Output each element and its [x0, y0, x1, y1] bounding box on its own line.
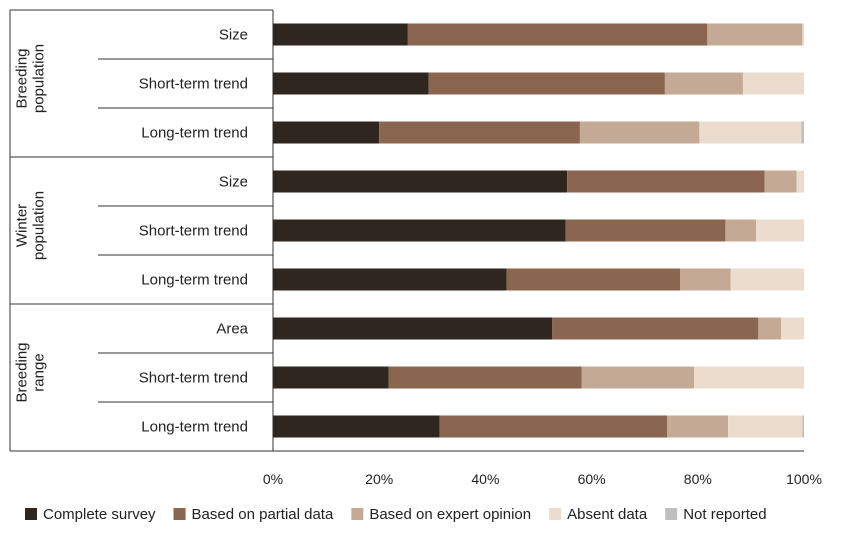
legend-label: Complete survey: [43, 506, 156, 523]
bar-segment: [273, 72, 429, 95]
legend-label: Not reported: [683, 506, 766, 523]
bar-segment: [273, 366, 389, 389]
row-label: Short-term trend: [139, 76, 248, 93]
bar-segment: [552, 317, 759, 340]
group-label: Winter: [14, 204, 31, 247]
legend-swatch: [665, 508, 678, 520]
bar-segment: [273, 121, 380, 144]
x-tick-label: 20%: [365, 471, 393, 487]
bar-segment: [273, 317, 553, 340]
row-label: Short-term trend: [139, 223, 248, 240]
bar-segment: [730, 268, 804, 291]
bar-segment: [742, 72, 804, 95]
legend-label: Based on expert opinion: [369, 506, 531, 523]
legend-swatch: [25, 508, 37, 520]
x-tick-label: 40%: [471, 471, 499, 487]
bar-segment: [667, 415, 729, 438]
bar-segment: [428, 72, 665, 95]
row-label: Area: [216, 321, 248, 338]
bar-segment: [567, 170, 765, 193]
bar-segment: [728, 415, 803, 438]
row-label: Long-term trend: [141, 272, 248, 289]
legend-swatch: [351, 508, 364, 520]
bar-segment: [680, 268, 731, 291]
row-label: Size: [219, 27, 248, 44]
bar-segment: [439, 415, 668, 438]
bar-segment: [388, 366, 582, 389]
row-label: Short-term trend: [139, 370, 248, 387]
bar-segment: [802, 415, 804, 438]
x-tick-label: 60%: [578, 471, 606, 487]
bar-segment: [664, 72, 743, 95]
row-label: Long-term trend: [141, 419, 248, 436]
bar-segment: [699, 121, 802, 144]
legend-label: Based on partial data: [192, 506, 334, 523]
legend-swatch: [173, 508, 186, 520]
row-label: Size: [219, 174, 248, 191]
legend-swatch: [549, 508, 562, 520]
x-tick-label: 100%: [786, 471, 822, 487]
bar-segment: [273, 23, 408, 46]
legend-label: Absent data: [567, 506, 648, 523]
bar-segment: [506, 268, 681, 291]
row-label: Long-term trend: [141, 125, 248, 142]
bar-segment: [764, 170, 797, 193]
group-label: population: [31, 191, 48, 260]
group-label: Breeding: [14, 48, 31, 108]
bar-segment: [407, 23, 708, 46]
bar-segment: [273, 415, 440, 438]
bar-segment: [273, 268, 507, 291]
group-label: range: [31, 353, 48, 391]
bar-segment: [781, 317, 804, 340]
bar-segment: [273, 219, 566, 242]
bar-segment: [694, 366, 804, 389]
bar-segment: [581, 366, 695, 389]
bar-segment: [725, 219, 757, 242]
group-label: population: [31, 44, 48, 113]
bar-segment: [796, 170, 804, 193]
x-tick-label: 0%: [263, 471, 283, 487]
bar-segment: [758, 317, 782, 340]
x-tick-label: 80%: [684, 471, 712, 487]
bar-segment: [801, 121, 804, 144]
bar-segment: [273, 170, 568, 193]
group-label: Breeding: [14, 342, 31, 402]
bar-segment: [579, 121, 700, 144]
bar-segment: [802, 23, 804, 46]
bar-segment: [379, 121, 580, 144]
bar-segment: [756, 219, 804, 242]
bar-segment: [565, 219, 726, 242]
bar-segment: [707, 23, 803, 46]
